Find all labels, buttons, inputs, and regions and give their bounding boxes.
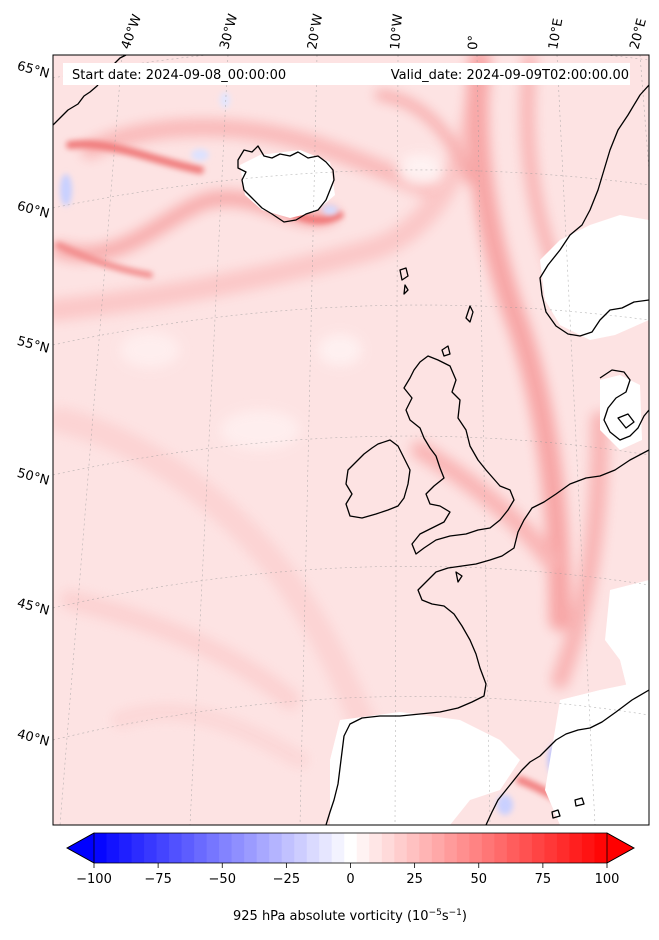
colorbar-extend-max — [606, 832, 635, 864]
colorbar-cell — [381, 833, 395, 863]
colorbar-cell — [94, 833, 108, 863]
colorbar-cell — [106, 833, 120, 863]
colorbar-cell — [256, 833, 270, 863]
colorbar-cell — [119, 833, 133, 863]
mediterranean-coast — [485, 689, 649, 825]
colorbar-tick-label: 100 — [595, 872, 620, 887]
lat-label-40n: 40°N — [15, 727, 51, 750]
colorbar-cell — [494, 833, 508, 863]
map-area: Start date: 2024-09-08_00:00:00 Valid_da… — [53, 55, 649, 825]
colorbar-cell — [431, 833, 445, 863]
graticule — [53, 55, 649, 825]
lon-label-40w: 40°W — [119, 12, 145, 51]
colorbar-cell — [419, 833, 433, 863]
colorbar-cell — [219, 833, 233, 863]
colorbar-tick-label: −25 — [273, 872, 300, 887]
lon-label-10e: 10°E — [546, 17, 566, 50]
colorbar-cell — [556, 833, 571, 863]
lon-label-20w: 20°W — [305, 13, 326, 51]
colorbar-cell — [344, 833, 358, 863]
colorbar-cell — [394, 833, 408, 863]
colorbar-tick-label: −75 — [144, 872, 171, 887]
colorbar-tick-label: 25 — [406, 872, 423, 887]
norway-coast — [539, 84, 649, 337]
colorbar: −100 −75 −50 −25 0 25 50 75 100 925 hPa absolute… — [66, 832, 635, 924]
colorbar-cell — [569, 833, 583, 863]
colorbar-cell — [156, 833, 170, 863]
colorbar-cell — [131, 833, 145, 863]
colorbar-cell — [169, 833, 183, 863]
start-date-label: Start date: 2024-09-08_00:00:00 — [72, 68, 286, 83]
coastlines — [53, 55, 649, 825]
colorbar-tick-label: −100 — [76, 872, 112, 887]
colorbar-cell — [456, 833, 470, 863]
europe-atlantic-coast — [325, 449, 649, 825]
colorbar-cell — [506, 833, 521, 863]
date-banner: Start date: 2024-09-08_00:00:00 Valid_da… — [63, 63, 630, 85]
colorbar-cell — [531, 833, 546, 863]
lat-label-50n: 50°N — [15, 466, 51, 489]
longitude-labels: 40°W 30°W 20°W 10°W 0° 10°E 20°E — [119, 12, 650, 51]
iceland-coast — [237, 145, 335, 223]
lat-label-45n: 45°N — [15, 596, 51, 619]
colorbar-cell — [356, 833, 370, 863]
colorbar-extend-min — [66, 832, 95, 864]
colorbar-cell — [481, 833, 495, 863]
colorbar-cell — [331, 833, 345, 863]
colorbar-cell — [144, 833, 158, 863]
colorbar-cell — [269, 833, 283, 863]
latitude-labels: 65°N 60°N 55°N 50°N 45°N 40°N — [15, 59, 51, 750]
colorbar-cell — [306, 833, 320, 863]
colorbar-cell — [206, 833, 220, 863]
colorbar-cells — [94, 833, 608, 863]
colorbar-cell — [231, 833, 245, 863]
colorbar-cell — [181, 833, 195, 863]
colorbar-cell — [281, 833, 295, 863]
colorbar-cell — [519, 833, 533, 863]
colorbar-cell — [406, 833, 420, 863]
lon-label-10w: 10°W — [388, 13, 406, 50]
colorbar-cell — [469, 833, 483, 863]
colorbar-cell — [369, 833, 383, 863]
lon-label-0: 0° — [466, 35, 482, 50]
valid-date-label: Valid_date: 2024-09-09T02:00:00.00 — [391, 68, 629, 83]
colorbar-cell — [544, 833, 558, 863]
lat-label-65n: 65°N — [15, 59, 51, 82]
colorbar-tick-label: 50 — [470, 872, 487, 887]
colorbar-ticks: −100 −75 −50 −25 0 25 50 75 100 — [76, 863, 619, 887]
colorbar-cell — [194, 833, 208, 863]
lat-label-55n: 55°N — [15, 334, 51, 357]
great-britain-coast — [403, 355, 515, 555]
colorbar-cell — [444, 833, 458, 863]
masked-land-areas — [240, 150, 649, 825]
colorbar-cell — [319, 833, 333, 863]
map-frame — [52, 54, 650, 826]
lon-label-30w: 30°W — [217, 12, 241, 51]
colorbar-cell — [594, 833, 608, 863]
colorbar-cell — [244, 833, 258, 863]
colorbar-label: 925 hPa absolute vorticity (10−5s−1) — [233, 908, 467, 924]
lat-label-60n: 60°N — [15, 199, 51, 222]
colorbar-cell — [581, 833, 596, 863]
ireland-coast — [345, 439, 411, 519]
colorbar-cell — [294, 833, 308, 863]
lon-label-20e: 20°E — [627, 17, 650, 51]
colorbar-tick-label: 75 — [535, 872, 552, 887]
colorbar-tick-label: −50 — [209, 872, 236, 887]
colorbar-tick-label: 0 — [346, 872, 354, 887]
